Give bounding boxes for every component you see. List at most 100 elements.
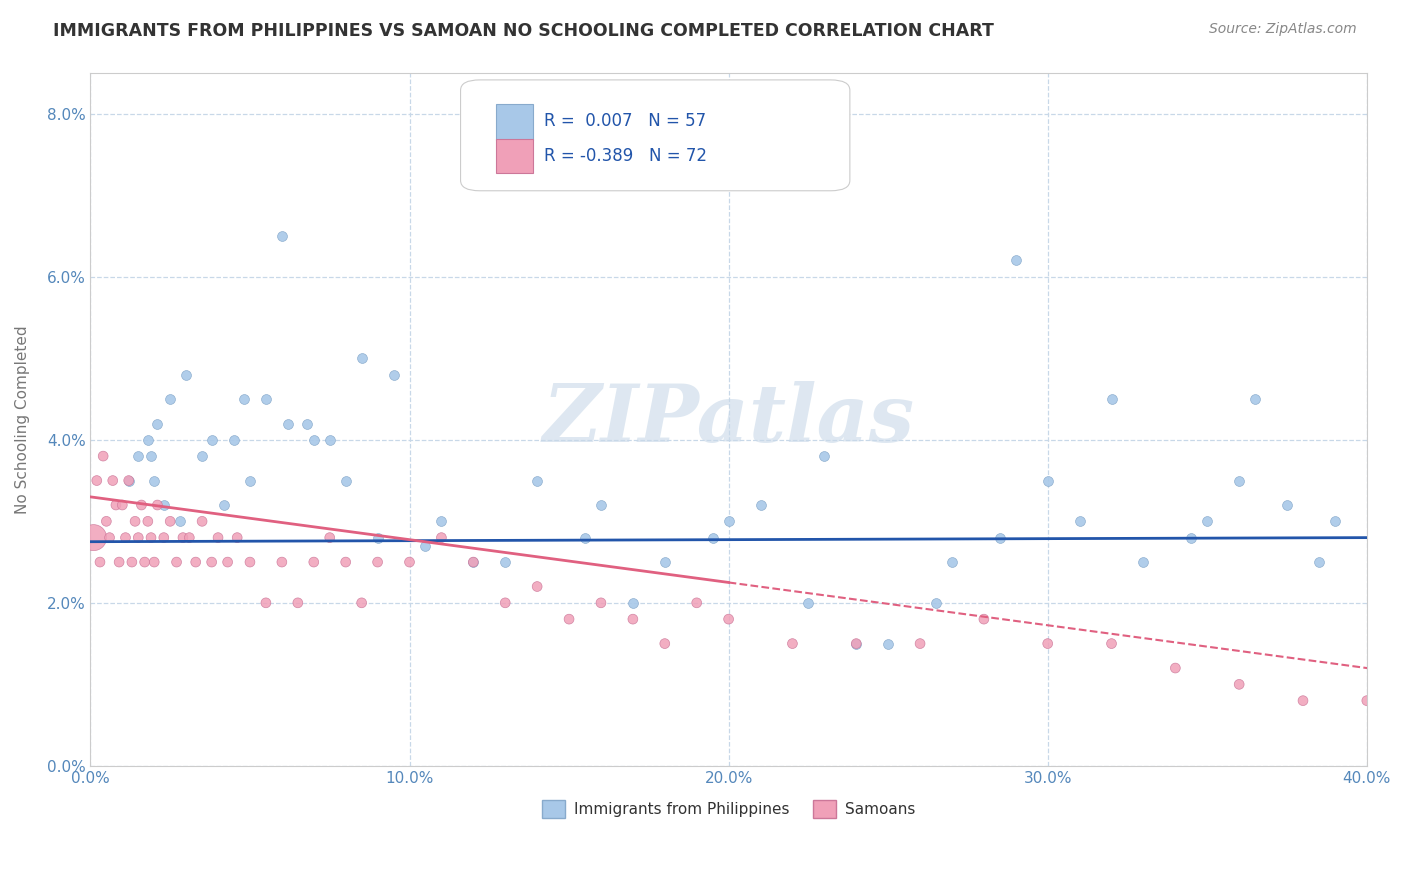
Point — [127, 449, 149, 463]
Point — [302, 555, 325, 569]
Point — [589, 596, 612, 610]
FancyBboxPatch shape — [461, 80, 849, 191]
Point — [621, 612, 644, 626]
Point — [1275, 498, 1298, 512]
Point — [302, 433, 325, 447]
Point — [494, 555, 516, 569]
Point — [91, 449, 114, 463]
Point — [1227, 677, 1250, 691]
Point — [1180, 531, 1202, 545]
Point — [686, 596, 709, 610]
Point — [83, 531, 105, 545]
Point — [1164, 661, 1187, 675]
Point — [146, 417, 169, 431]
Point — [111, 498, 134, 512]
Point — [367, 555, 389, 569]
Point — [254, 596, 277, 610]
Text: Source: ZipAtlas.com: Source: ZipAtlas.com — [1209, 22, 1357, 37]
Point — [207, 531, 229, 545]
Point — [702, 531, 724, 545]
Point — [101, 474, 124, 488]
Point — [654, 637, 676, 651]
Point — [222, 433, 245, 447]
Point — [146, 498, 169, 512]
Point — [169, 514, 191, 528]
Point — [988, 531, 1011, 545]
Point — [319, 433, 342, 447]
Point — [1244, 392, 1267, 406]
FancyBboxPatch shape — [496, 139, 533, 173]
Point — [217, 555, 239, 569]
Point — [287, 596, 309, 610]
Point — [621, 596, 644, 610]
Point — [172, 531, 194, 545]
Point — [139, 531, 162, 545]
Point — [350, 351, 373, 366]
Point — [319, 531, 342, 545]
Point — [797, 596, 820, 610]
Point — [335, 555, 357, 569]
Point — [152, 531, 174, 545]
Point — [1132, 555, 1154, 569]
Point — [1308, 555, 1330, 569]
Point — [398, 555, 420, 569]
Point — [239, 555, 262, 569]
Point — [335, 474, 357, 488]
Point — [127, 531, 149, 545]
Point — [367, 531, 389, 545]
Point — [136, 514, 159, 528]
Point — [131, 498, 153, 512]
Point — [98, 531, 121, 545]
Point — [297, 417, 319, 431]
Point — [174, 368, 197, 382]
Point — [184, 555, 207, 569]
Point — [239, 474, 262, 488]
Point — [382, 368, 405, 382]
Point — [1069, 514, 1091, 528]
Point — [717, 514, 740, 528]
Point — [415, 539, 437, 553]
Point — [494, 596, 516, 610]
Point — [1292, 693, 1315, 707]
Point — [232, 392, 254, 406]
Point — [152, 498, 174, 512]
Point — [782, 637, 804, 651]
Point — [104, 498, 127, 512]
Point — [1101, 637, 1123, 651]
Point — [143, 474, 166, 488]
Text: IMMIGRANTS FROM PHILIPPINES VS SAMOAN NO SCHOOLING COMPLETED CORRELATION CHART: IMMIGRANTS FROM PHILIPPINES VS SAMOAN NO… — [53, 22, 994, 40]
Point — [143, 555, 166, 569]
Point — [813, 449, 835, 463]
Point — [118, 474, 141, 488]
Point — [191, 514, 214, 528]
Point — [1004, 253, 1026, 268]
Point — [350, 596, 373, 610]
Point — [166, 555, 188, 569]
Point — [270, 555, 292, 569]
Point — [86, 474, 108, 488]
Point — [108, 555, 131, 569]
Point — [1036, 637, 1059, 651]
Point — [589, 498, 612, 512]
Point — [1101, 392, 1123, 406]
Point — [463, 555, 485, 569]
Point — [973, 612, 995, 626]
Point — [96, 514, 118, 528]
Point — [717, 612, 740, 626]
Point — [121, 555, 143, 569]
Legend: Immigrants from Philippines, Samoans: Immigrants from Philippines, Samoans — [536, 794, 921, 824]
Point — [136, 433, 159, 447]
Point — [574, 531, 596, 545]
Point — [114, 531, 136, 545]
Point — [1036, 474, 1059, 488]
Text: R = -0.389   N = 72: R = -0.389 N = 72 — [544, 147, 707, 165]
Point — [159, 392, 181, 406]
Point — [159, 514, 181, 528]
Point — [526, 474, 548, 488]
Point — [226, 531, 249, 545]
Point — [925, 596, 948, 610]
Point — [908, 637, 931, 651]
Point — [654, 555, 676, 569]
Point — [1323, 514, 1346, 528]
Point — [1227, 474, 1250, 488]
